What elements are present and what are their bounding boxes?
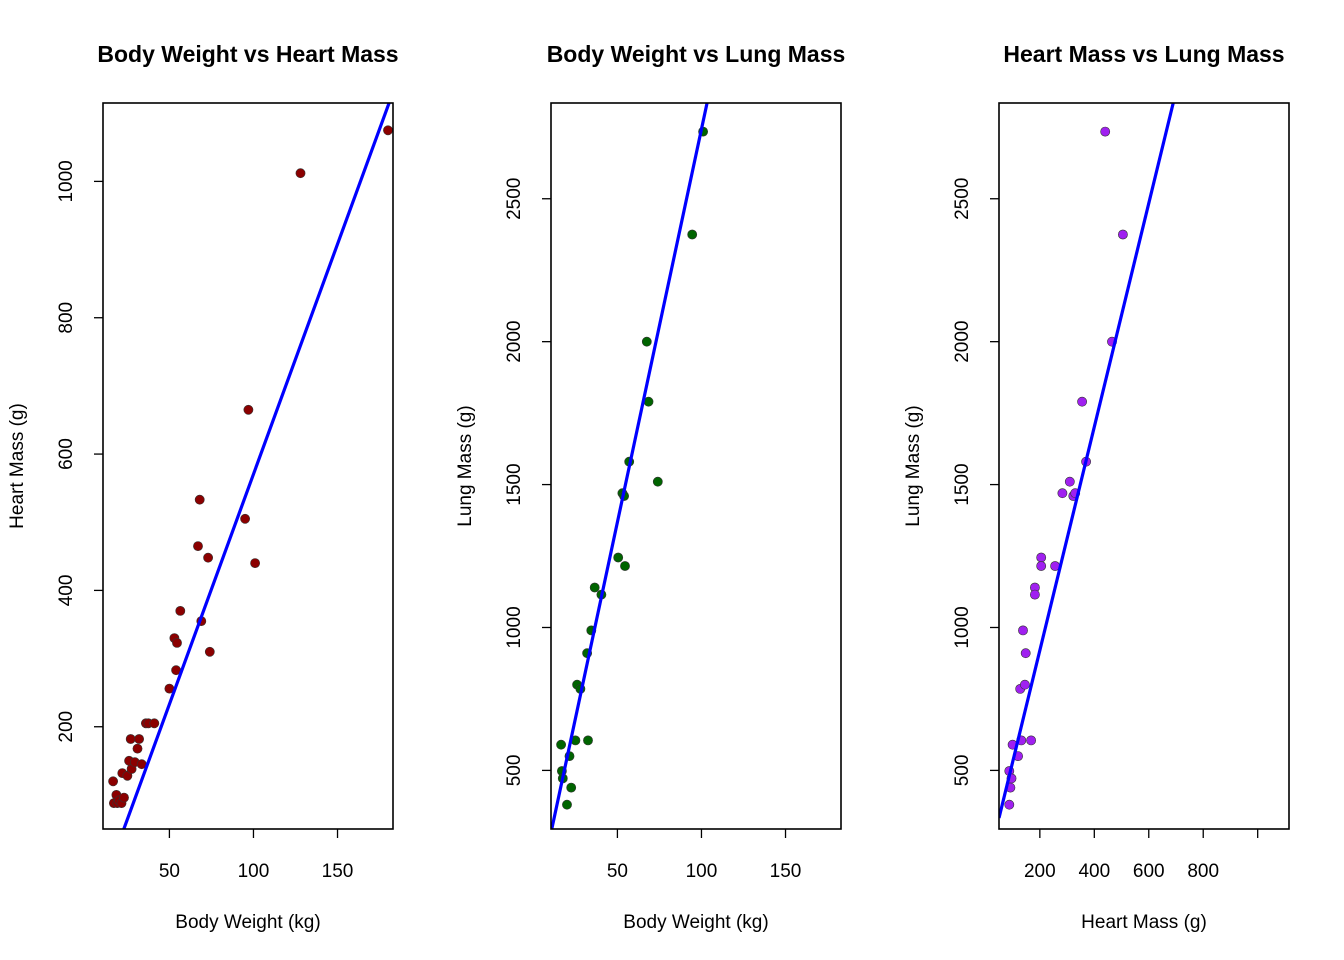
fit-line — [999, 103, 1175, 819]
data-point — [1077, 396, 1087, 407]
data-point — [1030, 589, 1040, 600]
y-tick-label: 1500 — [504, 463, 525, 505]
data-point — [295, 168, 306, 179]
chart-title: Body Weight vs Lung Mass — [547, 41, 846, 67]
y-tick-label: 2500 — [504, 178, 525, 220]
data-point — [1100, 126, 1111, 137]
data-point — [240, 513, 250, 524]
data-point — [589, 582, 600, 593]
x-axis-label: Body Weight (kg) — [623, 912, 768, 933]
fit-line — [122, 103, 391, 829]
fit-line — [551, 103, 709, 829]
panel-2: Body Weight vs Lung Mass 50 100 150 500 1000 1… — [455, 41, 846, 933]
x-tick-label: 50 — [159, 861, 180, 882]
x-tick-label: 400 — [1078, 861, 1110, 882]
data-point — [108, 776, 118, 787]
data-point — [383, 125, 393, 136]
y-tick-label: 1000 — [952, 606, 973, 648]
data-point — [583, 735, 593, 746]
y-axis-label: Heart Mass (g) — [7, 403, 28, 529]
data-point — [1018, 625, 1028, 636]
x-tick-label: 150 — [770, 861, 802, 882]
data-point — [193, 541, 203, 551]
x-tick-label: 600 — [1133, 861, 1165, 882]
y-tick-label: 1500 — [952, 463, 973, 505]
chart-title: Heart Mass vs Lung Mass — [1003, 41, 1284, 67]
data-point — [250, 558, 260, 568]
data-point — [243, 404, 254, 415]
y-tick-label: 500 — [504, 755, 525, 787]
data-point — [194, 494, 205, 505]
x-tick-label: 50 — [607, 861, 628, 882]
data-point — [119, 792, 129, 803]
data-point — [132, 743, 143, 754]
plot-area — [999, 103, 1175, 819]
data-point — [652, 476, 663, 487]
data-point — [1118, 229, 1128, 240]
x-tick-label: 100 — [238, 861, 270, 882]
x-tick-label: 100 — [686, 861, 718, 882]
y-tick-label: 1000 — [504, 606, 525, 648]
plot-area — [108, 103, 393, 829]
y-axis-label: Lung Mass (g) — [455, 405, 476, 526]
data-point — [1004, 799, 1015, 810]
y-tick-label: 1000 — [56, 160, 77, 202]
panel-3: Heart Mass vs Lung Mass 200 400 600 800 500 10… — [903, 41, 1290, 933]
panel-1: Body Weight vs Heart Mass 50 100 150 200 400 6… — [7, 41, 399, 933]
y-tick-label: 500 — [952, 755, 973, 787]
data-point — [204, 646, 215, 657]
plot-frame — [998, 102, 1290, 830]
data-point — [566, 782, 577, 793]
data-point — [134, 734, 144, 744]
data-point — [172, 638, 182, 648]
plot-frame — [102, 102, 394, 830]
y-axis-label: Lung Mass (g) — [903, 405, 924, 526]
plot-area — [551, 103, 709, 829]
y-tick-label: 2500 — [952, 178, 973, 220]
data-point — [641, 336, 652, 347]
y-tick-label: 400 — [56, 575, 77, 607]
y-tick-label: 2000 — [952, 321, 973, 363]
y-tick-label: 600 — [56, 438, 77, 470]
x-tick-label: 800 — [1187, 861, 1219, 882]
data-point — [175, 606, 186, 616]
x-axis-label: Heart Mass (g) — [1081, 912, 1207, 933]
data-point — [613, 552, 624, 563]
chart-title: Body Weight vs Heart Mass — [97, 41, 398, 67]
data-point — [562, 799, 572, 810]
data-point — [1020, 648, 1031, 659]
data-point — [1020, 679, 1030, 690]
y-tick-label: 800 — [56, 302, 77, 334]
data-point — [203, 552, 213, 563]
data-point — [1057, 488, 1068, 499]
plot-frame — [550, 102, 842, 830]
data-point — [620, 561, 630, 571]
y-tick-label: 200 — [56, 711, 77, 743]
data-point — [125, 734, 136, 744]
x-tick-label: 200 — [1024, 861, 1056, 882]
data-point — [556, 739, 566, 750]
data-point — [149, 718, 160, 729]
data-point — [1036, 552, 1047, 563]
x-tick-label: 150 — [322, 861, 354, 882]
data-point — [1036, 561, 1047, 571]
data-point — [1064, 476, 1075, 487]
data-point — [687, 229, 698, 240]
x-axis-label: Body Weight (kg) — [175, 912, 320, 933]
y-tick-label: 2000 — [504, 321, 525, 363]
data-point — [1026, 735, 1036, 746]
